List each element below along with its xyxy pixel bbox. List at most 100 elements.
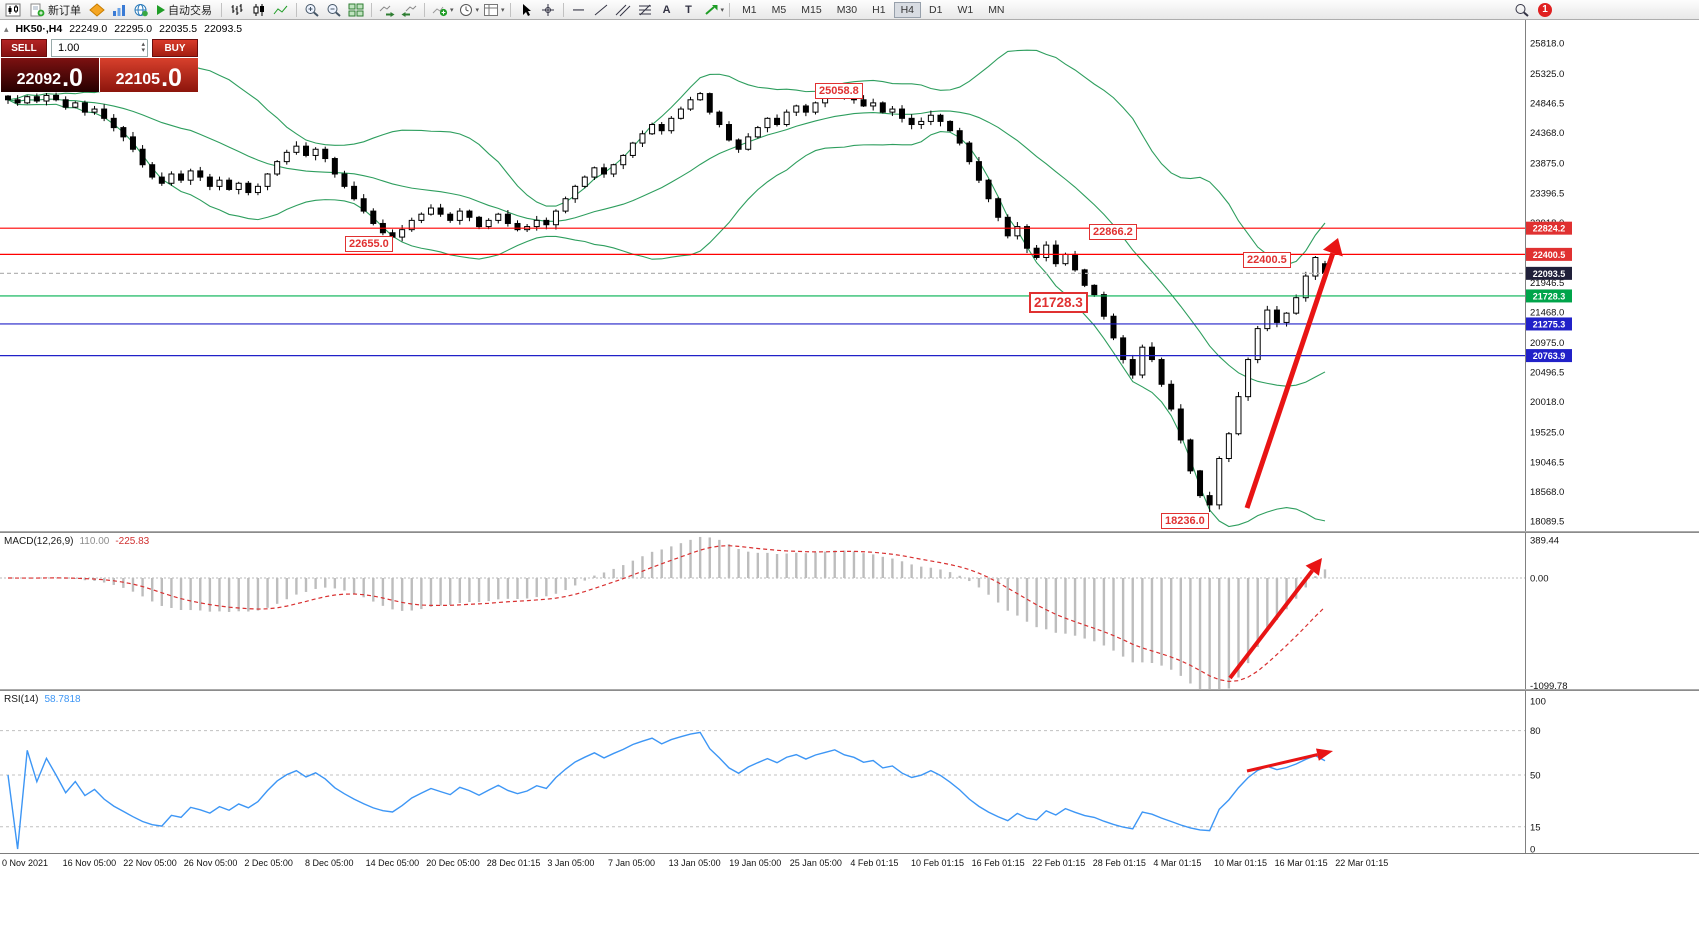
price-annotation[interactable]: 22866.2 — [1089, 224, 1137, 240]
time-axis-label: 7 Jan 05:00 — [608, 858, 656, 868]
lot-size-input[interactable]: 1.00 ▴ ▾ — [51, 39, 148, 57]
one-click-trading-panel[interactable]: SELL 1.00 ▴ ▾ BUY 22092 .0 22105 .0 — [1, 39, 198, 92]
channel-tool-icon[interactable] — [613, 1, 633, 18]
toolbar: 新订单 自动交易 ▾ ▾ — [0, 0, 1699, 20]
toolbar-separator — [729, 2, 731, 17]
svg-text:-1099.78: -1099.78 — [1530, 681, 1568, 689]
templates-caret-icon[interactable]: ▾ — [501, 6, 505, 14]
templates-icon[interactable] — [481, 1, 501, 18]
svg-text:389.44: 389.44 — [1530, 536, 1559, 547]
price-annotation[interactable]: 18236.0 — [1161, 513, 1209, 529]
svg-text:18089.5: 18089.5 — [1530, 517, 1564, 528]
trendline-tool-icon[interactable] — [591, 1, 611, 18]
auto-scroll-icon[interactable] — [377, 1, 397, 18]
svg-text:20018.0: 20018.0 — [1530, 397, 1564, 408]
time-axis[interactable]: 0 Nov 2021 16 Nov 05:00 22 Nov 05:00 26 Nov… — [0, 853, 1699, 871]
price-annotation[interactable]: 25058.8 — [815, 83, 863, 99]
lot-decrease-icon[interactable]: ▾ — [141, 47, 145, 54]
fibonacci-tool-icon[interactable] — [635, 1, 655, 18]
collapse-one-click-icon[interactable]: ▴ — [4, 23, 9, 34]
shapes-caret-icon[interactable]: ▾ — [720, 6, 725, 14]
timeframe-m30[interactable]: M30 — [836, 3, 858, 16]
svg-text:100: 100 — [1530, 697, 1546, 708]
toolbar-separator — [424, 2, 425, 17]
new-order-label: 新订单 — [48, 4, 81, 17]
time-axis-label: 4 Feb 01:15 — [850, 858, 899, 868]
buy-price[interactable]: 22105 .0 — [99, 58, 198, 92]
svg-text:21728.3: 21728.3 — [1533, 291, 1566, 301]
lot-size-value[interactable]: 1.00 — [58, 42, 80, 54]
bar-chart-type-icon[interactable] — [227, 1, 247, 18]
price-annotation[interactable]: 21728.3 — [1029, 292, 1088, 313]
timeframe-group: M1 M5 M15 M30 H1 H4 D1 W1 MN — [735, 1, 1011, 18]
macd-panel-splitter[interactable] — [0, 531, 1699, 533]
periods-icon[interactable] — [456, 1, 476, 18]
new-order-icon — [30, 3, 45, 16]
svg-text:21468.0: 21468.0 — [1530, 308, 1564, 319]
time-axis-label: 8 Dec 05:00 — [305, 858, 354, 868]
time-axis-label: 28 Feb 01:15 — [1092, 858, 1146, 868]
sell-button[interactable]: SELL — [1, 39, 47, 57]
play-icon — [157, 4, 165, 15]
periods-caret-icon[interactable]: ▾ — [475, 6, 480, 14]
time-axis-label: 19 Jan 05:00 — [729, 858, 782, 868]
timeframe-w1[interactable]: W1 — [957, 3, 974, 16]
svg-text:23875.0: 23875.0 — [1530, 159, 1564, 170]
zoom-in-icon[interactable] — [302, 1, 322, 18]
new-order-button[interactable]: 新订单 — [25, 1, 85, 18]
auto-trading-label: 自动交易 — [168, 4, 212, 17]
line-chart-type-icon[interactable] — [271, 1, 291, 18]
macd-main-value: 110.00 — [79, 536, 110, 547]
svg-text:22400.5: 22400.5 — [1533, 250, 1566, 260]
label-tool-icon[interactable]: T — [685, 3, 692, 16]
rsi-panel[interactable]: 100 80 50 15 0 — [0, 691, 1699, 853]
time-axis-label: 28 Dec 01:15 — [486, 858, 541, 868]
horizontal-line-tool-icon[interactable]: — — [573, 3, 585, 16]
web-terminal-icon[interactable] — [131, 1, 151, 18]
timeframe-m15[interactable]: M15 — [801, 3, 822, 16]
timeframe-m1[interactable]: M1 — [742, 3, 757, 16]
rsi-panel-splitter[interactable] — [0, 689, 1699, 691]
svg-text:0: 0 — [1530, 845, 1535, 854]
timeframe-h1[interactable]: H1 — [872, 3, 886, 16]
cursor-icon[interactable] — [516, 1, 536, 18]
chart-window-icon[interactable] — [3, 1, 23, 18]
svg-text:20763.9: 20763.9 — [1533, 351, 1566, 361]
notification-badge[interactable]: 1 — [1538, 2, 1552, 17]
buy-button[interactable]: BUY — [152, 39, 198, 57]
candlestick-chart-type-icon[interactable] — [249, 1, 269, 18]
macd-name: MACD(12,26,9) — [4, 536, 74, 547]
text-tool-icon[interactable]: A — [662, 3, 671, 16]
quote-low: 22035.5 — [159, 23, 198, 35]
time-axis-label: 10 Mar 01:15 — [1214, 858, 1268, 868]
price-annotation[interactable]: 22655.0 — [345, 236, 393, 252]
lot-increase-icon[interactable]: ▴ — [141, 41, 145, 48]
indicators-icon[interactable] — [430, 1, 450, 18]
search-icon[interactable] — [1512, 1, 1532, 18]
price-annotation[interactable]: 22400.5 — [1243, 252, 1291, 268]
sell-price[interactable]: 22092 .0 — [1, 58, 100, 92]
timeframe-h4[interactable]: H4 — [893, 1, 921, 18]
tile-windows-icon[interactable] — [346, 1, 366, 18]
time-axis-label: 16 Feb 01:15 — [971, 858, 1025, 868]
chart-shift-icon[interactable] — [399, 1, 419, 18]
timeframe-d1[interactable]: D1 — [929, 3, 943, 16]
toolbar-separator — [296, 2, 297, 17]
svg-text:23396.5: 23396.5 — [1530, 188, 1564, 199]
indicators-caret-icon[interactable]: ▾ — [450, 6, 454, 14]
market-depth-icon[interactable] — [109, 1, 129, 18]
shapes-tool-icon[interactable] — [701, 1, 721, 18]
crosshair-icon[interactable] — [538, 1, 558, 18]
time-axis-label: 16 Mar 01:15 — [1274, 858, 1328, 868]
macd-panel[interactable]: 389.44 0.00 -1099.78 — [0, 533, 1699, 689]
symbol-period-label: HK50·,H4 — [15, 23, 63, 35]
timeframe-mn[interactable]: MN — [988, 3, 1005, 16]
price-chart[interactable]: 25818.0 25325.0 24846.5 24368.0 23875.0 23396… — [0, 20, 1699, 531]
timeframe-m5[interactable]: M5 — [771, 3, 787, 16]
svg-text:21275.3: 21275.3 — [1533, 319, 1566, 329]
zoom-out-icon[interactable] — [324, 1, 344, 18]
mql-community-icon[interactable] — [87, 1, 107, 18]
quote-line: ▴ HK50·,H4 22249.0 22295.0 22035.5 22093… — [4, 23, 242, 35]
auto-trading-button[interactable]: 自动交易 — [153, 1, 216, 18]
time-axis-label: 10 Feb 01:15 — [911, 858, 965, 868]
